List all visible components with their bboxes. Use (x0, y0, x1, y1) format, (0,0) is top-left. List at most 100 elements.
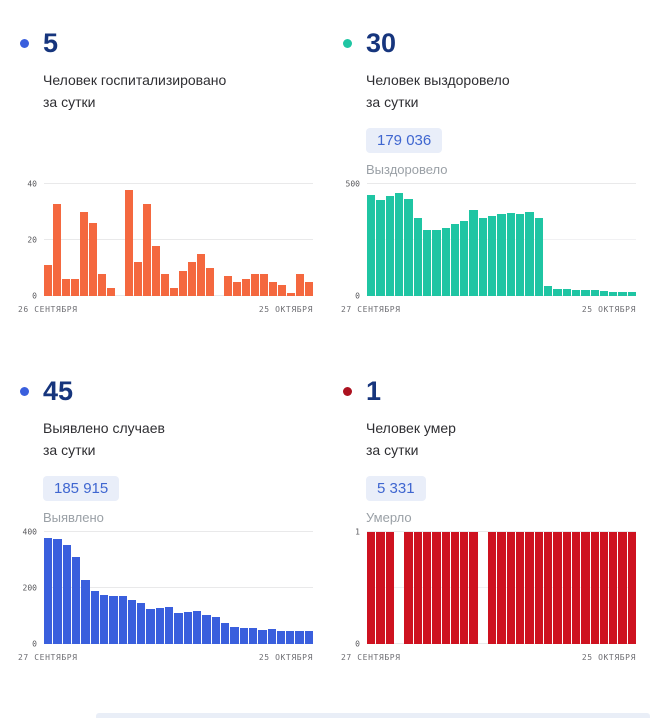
chart-body: 0 200 400 (18, 528, 314, 649)
metric-description-line2: за сутки (43, 442, 96, 458)
y-tick-label: 400 (22, 527, 37, 537)
bar (497, 214, 506, 296)
bar (107, 287, 115, 296)
bar (44, 265, 52, 296)
panel-head: 30 Человек выздоровело за сутки 179 036 … (341, 14, 636, 180)
panel-hospitalized: 5 Человек госпитализировано за сутки 0 20… (18, 14, 313, 314)
plot-area[interactable] (44, 183, 313, 296)
bar (286, 631, 295, 644)
bar (488, 532, 497, 644)
x-axis-end-label: 25 ОКТЯБРЯ (581, 305, 636, 314)
metric-header: 45 (18, 362, 313, 406)
bar (618, 291, 627, 296)
bar (260, 273, 268, 296)
bar (599, 291, 609, 296)
y-tick-label: 20 (27, 235, 37, 245)
metric-header: 5 (18, 14, 313, 58)
x-axis-end-label: 25 ОКТЯБРЯ (581, 653, 636, 662)
bar (278, 284, 286, 296)
bar (305, 282, 313, 296)
accent-dot (343, 39, 352, 48)
chart-body: 0 20 40 (18, 180, 313, 301)
accent-dot (20, 387, 29, 396)
y-tick-label: 40 (27, 179, 37, 189)
metric-description-line2: за сутки (43, 94, 96, 110)
plot-area[interactable] (367, 531, 637, 644)
bar (98, 273, 106, 296)
total-badge: 5 331 (366, 476, 426, 501)
bar (62, 544, 71, 644)
bar (239, 627, 248, 644)
x-axis-end-label: 25 ОКТЯБРЯ (258, 305, 313, 314)
bar (179, 270, 187, 296)
bar (571, 289, 581, 296)
bar (450, 532, 460, 644)
x-axis-start-label: 26 СЕНТЯБРЯ (18, 305, 78, 314)
panel-deaths: 1 Человек умер за сутки 5 331 Умерло 0 1 … (341, 362, 637, 662)
bar (590, 290, 599, 296)
plot-area[interactable] (367, 183, 637, 296)
bar (413, 532, 422, 644)
panel-recovered: 30 Человек выздоровело за сутки 179 036 … (341, 14, 637, 314)
plot-area[interactable] (44, 531, 314, 644)
bar (304, 630, 314, 644)
bar (441, 532, 450, 644)
bar (174, 613, 183, 644)
bar (125, 189, 133, 296)
bars (44, 532, 314, 644)
gridline (367, 183, 636, 184)
bar (161, 273, 169, 296)
panel-cases: 45 Выявлено случаев за сутки 185 915 Выя… (18, 362, 314, 662)
y-axis-labels: 0 20 40 (18, 180, 44, 301)
bar (571, 532, 581, 644)
x-axis: 27 СЕНТЯБРЯ 25 ОКТЯБРЯ (341, 653, 636, 662)
bar (183, 611, 192, 644)
bar (276, 630, 286, 644)
gridline (44, 531, 313, 532)
gridline (44, 587, 313, 588)
metric-description-line1: Человек госпитализировано (43, 72, 227, 88)
bar (81, 579, 90, 644)
gridline (367, 531, 636, 532)
bar (516, 214, 525, 296)
bar (71, 279, 79, 296)
y-tick-label: 0 (355, 639, 360, 649)
bar (599, 532, 609, 644)
daily-value: 5 (43, 28, 59, 58)
y-tick-label: 0 (32, 639, 37, 649)
bar (118, 595, 127, 644)
y-tick-label: 0 (355, 291, 360, 301)
metric-header: 1 (341, 362, 636, 406)
bar (220, 623, 230, 644)
metric-description-line2: за сутки (366, 94, 419, 110)
bar (44, 537, 53, 644)
bar (422, 532, 432, 644)
bar (506, 532, 515, 644)
bar (109, 596, 118, 644)
bar (432, 229, 441, 296)
bar (413, 217, 422, 296)
bar (562, 532, 571, 644)
metric-description-line1: Выявлено случаев (43, 420, 165, 436)
metric-description-line2: за сутки (366, 442, 419, 458)
bar (441, 227, 450, 296)
bars (44, 184, 313, 296)
bar (627, 291, 637, 296)
total-badge: 185 915 (43, 476, 120, 501)
y-tick-label: 1 (355, 527, 360, 537)
total-badge: 179 036 (366, 128, 443, 153)
total-badge-label: Умерло (366, 510, 412, 525)
bar (609, 532, 618, 644)
x-axis-start-label: 27 СЕНТЯБРЯ (18, 653, 78, 662)
bar (242, 279, 250, 296)
bar (376, 532, 385, 644)
bar (90, 590, 99, 644)
bar (394, 192, 404, 296)
x-axis-start-label: 27 СЕНТЯБРЯ (341, 653, 401, 662)
stats-grid: 5 Человек госпитализировано за сутки 0 20… (18, 14, 637, 662)
bar (488, 216, 497, 296)
bar (404, 532, 413, 644)
bar (170, 287, 178, 296)
